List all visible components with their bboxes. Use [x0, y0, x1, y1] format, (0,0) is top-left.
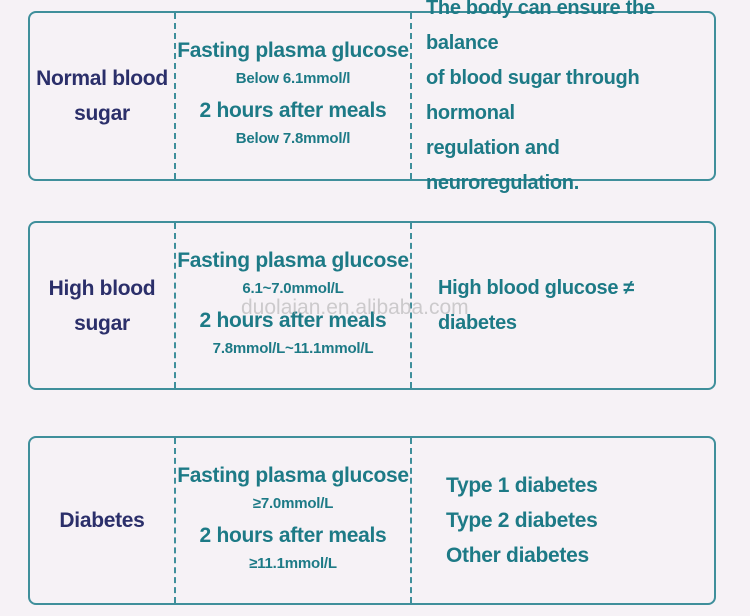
criteria-column: Fasting plasma glucose Below 6.1mmol/l 2… [176, 13, 412, 179]
row-label-line: Diabetes [59, 509, 145, 532]
after-meals-title: 2 hours after meals [199, 308, 387, 332]
diabetes-types-list: Type 1 diabetes Type 2 diabetes Other di… [412, 468, 598, 573]
row-label: Normal blood sugar [30, 13, 176, 179]
description-line: of blood sugar through hormonal [426, 67, 640, 124]
description: The body can ensure the balance of blood… [412, 0, 714, 201]
row-label-line: Normal blood [36, 67, 168, 90]
diabetes-card: Diabetes Fasting plasma glucose ≥7.0mmol… [28, 436, 716, 605]
row-label-line: sugar [74, 311, 130, 335]
criteria-column: Fasting plasma glucose 6.1~7.0mmol/L 2 h… [176, 223, 412, 388]
diabetes-type-item: Type 1 diabetes [446, 474, 598, 497]
criteria-column: Fasting plasma glucose ≥7.0mmol/L 2 hour… [176, 438, 412, 603]
fasting-title: Fasting plasma glucose [177, 463, 409, 487]
diabetes-type-item: Other diabetes [446, 544, 589, 567]
after-meals-value: 7.8mmol/L~11.1mmol/L [212, 339, 374, 357]
fasting-value: Below 6.1mmol/l [235, 70, 351, 87]
row-label-line: sugar [74, 102, 130, 125]
fasting-value: 6.1~7.0mmol/L [242, 279, 344, 297]
description-line: The body can ensure the balance [426, 0, 655, 54]
normal-blood-sugar-card: Normal blood sugar Fasting plasma glucos… [28, 0, 716, 194]
high-blood-sugar-card: High blood sugar Fasting plasma glucose … [28, 221, 716, 390]
description-column: High blood glucose ≠ diabetes [412, 223, 714, 388]
fasting-title: Fasting plasma glucose [177, 248, 409, 272]
after-meals-title: 2 hours after meals [199, 99, 387, 122]
after-meals-value: Below 7.8mmol/l [235, 130, 351, 147]
description-line: regulation and neuroregulation. [426, 137, 579, 194]
row-label: Diabetes [30, 438, 176, 603]
after-meals-title: 2 hours after meals [199, 523, 387, 547]
description-column: The body can ensure the balance of blood… [412, 0, 714, 194]
description-line: High blood glucose ≠ diabetes [438, 276, 635, 334]
fasting-title: Fasting plasma glucose [177, 39, 409, 62]
description: High blood glucose ≠ diabetes [412, 271, 714, 341]
row-label: High blood sugar [30, 223, 176, 388]
diabetes-type-item: Type 2 diabetes [446, 509, 598, 532]
after-meals-value: ≥11.1mmol/L [249, 554, 337, 572]
description-column: Type 1 diabetes Type 2 diabetes Other di… [412, 438, 714, 603]
fasting-value: ≥7.0mmol/L [252, 494, 334, 512]
row-label-line: High blood [48, 276, 156, 300]
